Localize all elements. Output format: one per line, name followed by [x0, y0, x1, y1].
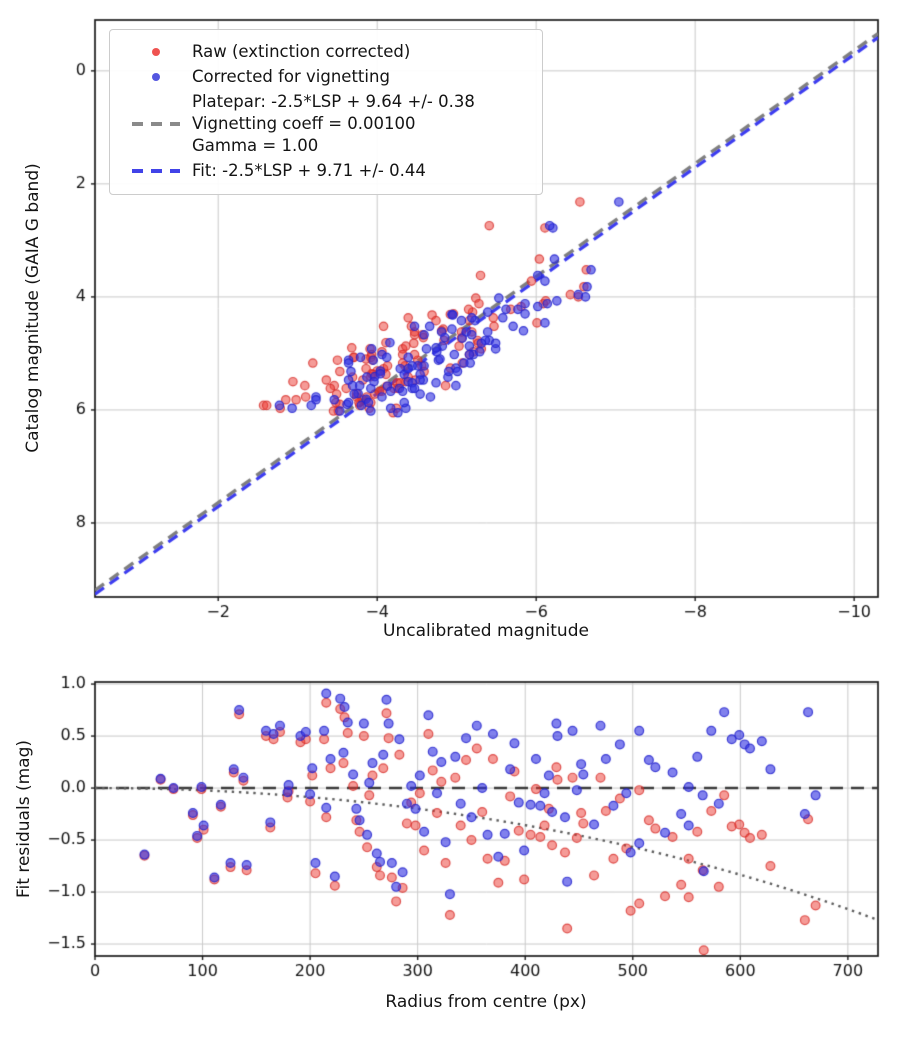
legend: Raw (extinction corrected) Corrected for… [109, 29, 543, 195]
legend-label-platepar-line3: Gamma = 1.00 [192, 136, 319, 155]
top-y-axis-label: Catalog magnitude (GAIA G band) [23, 163, 43, 453]
legend-label-platepar-line1: Platepar: -2.5*LSP + 9.64 +/- 0.38 [192, 92, 475, 111]
legend-label-corrected: Corrected for vignetting [192, 67, 390, 86]
legend-item-fit: Fit: -2.5*LSP + 9.71 +/- 0.44 [120, 160, 532, 182]
bottom-x-axis-label: Radius from centre (px) [385, 992, 587, 1012]
legend-label-fit: Fit: -2.5*LSP + 9.71 +/- 0.44 [192, 161, 426, 180]
legend-item-raw: Raw (extinction corrected) [120, 41, 532, 63]
bottom-y-axis-label: Fit residuals (mag) [14, 740, 34, 898]
blue-dot-marker-icon [120, 73, 192, 81]
gray-dashed-line-icon [120, 122, 192, 126]
legend-item-corrected: Corrected for vignetting [120, 66, 532, 88]
legend-label-platepar-line2: Vignetting coeff = 0.00100 [192, 114, 416, 133]
top-x-axis-label: Uncalibrated magnitude [383, 621, 589, 641]
legend-label-raw: Raw (extinction corrected) [192, 42, 411, 61]
red-dot-marker-icon [120, 48, 192, 56]
legend-item-platepar: Platepar: -2.5*LSP + 9.64 +/- 0.38 Vigne… [120, 91, 532, 157]
blue-dashed-line-icon [120, 169, 192, 173]
